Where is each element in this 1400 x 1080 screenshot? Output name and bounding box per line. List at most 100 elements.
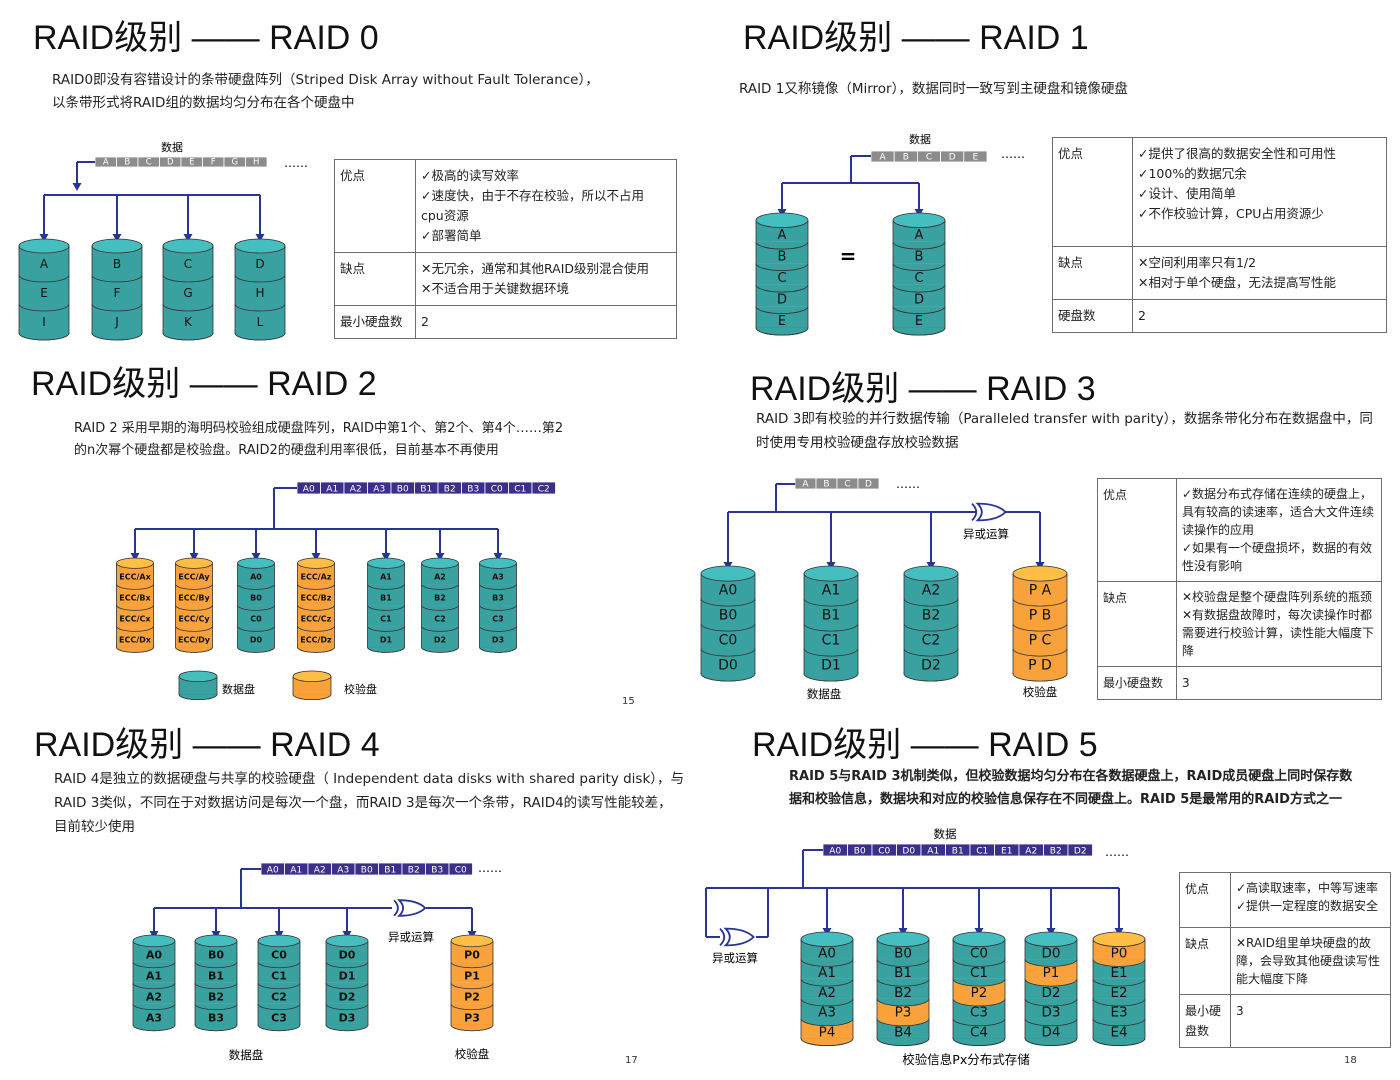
- disk-segment-rim: [116, 605, 154, 611]
- disk-segment-rim: [194, 982, 238, 990]
- arrow-icon: [435, 553, 445, 561]
- disk-segment-rim: [803, 648, 859, 657]
- disk-segment-rim: [876, 958, 930, 967]
- disk-segment-rim: [800, 1038, 854, 1046]
- disk-cell-label: ECC/Ay: [178, 572, 210, 581]
- raid5-data-label: 数据: [934, 827, 957, 841]
- raid3-desc-line: 时使用专用校验硬盘存放校验数据: [756, 435, 959, 451]
- disk-cell-label: E2: [1110, 985, 1127, 1001]
- disk-cell-label: C1: [822, 632, 841, 648]
- disk-cell-label: A2: [922, 582, 940, 598]
- disk-icon: A3 B3 C3 D3: [479, 557, 517, 653]
- strip-cell-label: D0: [902, 847, 915, 857]
- raid3-pro: ✓如果有一个硬盘损坏，数据的有效性没有影响: [1182, 541, 1373, 573]
- disk-segment: [479, 584, 517, 606]
- arrow-icon: [189, 553, 199, 561]
- disk-cell-label: D2: [1042, 985, 1061, 1001]
- disk-cell-label: ECC/By: [178, 593, 210, 602]
- xor-body: [975, 502, 1007, 522]
- disk-icon: A2 B2 C2 D2: [903, 565, 959, 682]
- disk-icon: B0 B1 B2 P3 B4: [876, 931, 930, 1046]
- disk-segment-rim: [903, 623, 959, 632]
- disk-cell-label: A2: [818, 985, 836, 1001]
- disk-segment-rim: [18, 274, 70, 283]
- disk-segment-rim: [178, 694, 218, 701]
- xor-body: [397, 899, 427, 917]
- disk-segment-rim: [367, 626, 405, 632]
- disk-cell-label: D1: [339, 969, 356, 982]
- disk-top: [755, 212, 809, 228]
- disk-segment-rim: [876, 1038, 930, 1046]
- raid0-desc-line: RAID0即没有容错设计的条带硬盘阵列（Striped Disk Array w…: [52, 72, 599, 88]
- raid4-title: RAID级别 —— RAID 4: [34, 726, 380, 764]
- disk-top: [132, 934, 176, 948]
- strip-cell-label: B3: [467, 485, 479, 495]
- strip-cell-label: C1: [514, 485, 526, 495]
- raid5-arrows: [705, 849, 1124, 938]
- disk-segment-rim: [91, 274, 143, 283]
- disk-segment: [237, 584, 275, 606]
- disk-cell-label: P4: [819, 1024, 836, 1040]
- strip-cell-label: F: [211, 158, 216, 168]
- disk-cell-label: A3: [146, 1011, 162, 1024]
- raid5-pros-cell: ✓高读取速率，中等写速率 ✓提供一定程度的数据安全: [1230, 872, 1391, 928]
- raid4-diagram: A0 A1 A2 A3 B0 B1 B2 B3 C0 …… 异或运算 A0A1A2A3B0B1B…: [132, 861, 502, 1062]
- arrow-icon: [381, 553, 391, 561]
- disk-icon: A0 B0 C0 D0: [237, 557, 275, 653]
- disk-cell-label: B0: [894, 945, 912, 961]
- raid0-ellipsis: ……: [284, 156, 308, 170]
- raid5-data-strip: A0 B0 C0 D0 A1 B1 C1 E1 A2 B2 D2: [822, 843, 1093, 857]
- disk-cell-label: A: [778, 228, 787, 243]
- disk-top: [237, 557, 275, 569]
- disk-segment-rim: [237, 626, 275, 632]
- disk-segment-rim: [325, 961, 369, 969]
- disk-segment-rim: [234, 274, 286, 283]
- disk-cell-label: F: [114, 286, 121, 300]
- disk-cell-label: E3: [1110, 1005, 1127, 1021]
- disk-icon: B F J: [91, 238, 143, 341]
- disk-cell-label: B3: [208, 1011, 224, 1024]
- disk-cell-label: ECC/Dz: [300, 635, 332, 644]
- raid3-data-strip: A B C D: [794, 477, 880, 490]
- disk-icon: A0 A1 A2 A3 P4: [800, 931, 854, 1046]
- raid4-desc-line: RAID 4是独立的数据硬盘与共享的校验硬盘（ Independent data…: [54, 771, 685, 787]
- disk-segment-rim: [237, 584, 275, 590]
- disk-top: [325, 934, 369, 948]
- disk-segment-rim: [162, 274, 214, 283]
- disk-segment: [479, 626, 517, 648]
- disk-segment: [367, 584, 405, 606]
- disk-cell-label: A1: [380, 572, 392, 581]
- strip-cell-label: D: [167, 158, 174, 168]
- raid0-cons-cell: ✕无冗余，通常和其他RAID级别混合使用 ✕不适合用于关键数据环境: [415, 252, 677, 306]
- disk-segment-rim: [892, 284, 946, 293]
- strip-cell-label: A: [802, 480, 809, 490]
- strip-cell-label: A0: [303, 485, 315, 495]
- raid3-con: ✕有数据盘故障时，每次读操作时都需要进行校验计算，读性能大幅度下降: [1182, 608, 1375, 658]
- raid5-con: ✕RAID组里单块硬盘的故障，会导致其他硬盘读写性能大幅度下降: [1236, 936, 1381, 986]
- disk-segment-rim: [257, 982, 301, 990]
- arrow-icon: [72, 183, 82, 191]
- raid3-pros-label: 优点: [1097, 478, 1177, 582]
- strip-cell-label: A3: [373, 485, 385, 495]
- disk-icon: A0 B0 C0 D0: [700, 565, 756, 682]
- disk-segment-rim: [237, 605, 275, 611]
- disk-top: [194, 934, 238, 948]
- disk-top: [876, 931, 930, 947]
- disk-segment-rim: [952, 1018, 1006, 1027]
- strip-cell-label: C: [926, 153, 932, 163]
- disk-segment-rim: [367, 605, 405, 611]
- disk-cell-label: J: [114, 315, 119, 329]
- disk-segment-rim: [892, 327, 946, 336]
- strip-cell-label: C0: [455, 866, 467, 876]
- raid5-min-value: 3: [1230, 994, 1391, 1048]
- disk-cell-label: ECC/Dy: [178, 635, 211, 644]
- disk-segment-rim: [803, 623, 859, 632]
- raid2-desc-line: 的n次幂个硬盘都是校验盘。RAID2的硬盘利用率很低，目前基本不再使用: [74, 443, 499, 458]
- raid4-desc-line: 目前较少使用: [54, 819, 135, 835]
- strip-cell-label: A0: [829, 847, 841, 857]
- raid3-pro: ✓数据分布式存储在连续的硬盘上，具有较高的读速率，适合大文件连续读操作的应用: [1182, 487, 1375, 537]
- disk-cell-label: B2: [208, 990, 224, 1003]
- disk-segment-rim: [479, 626, 517, 632]
- raid4-desc-line: RAID 3类似，不同在于对数据访问是每次一个盘，而RAID 3是每次一个条带，…: [54, 795, 672, 811]
